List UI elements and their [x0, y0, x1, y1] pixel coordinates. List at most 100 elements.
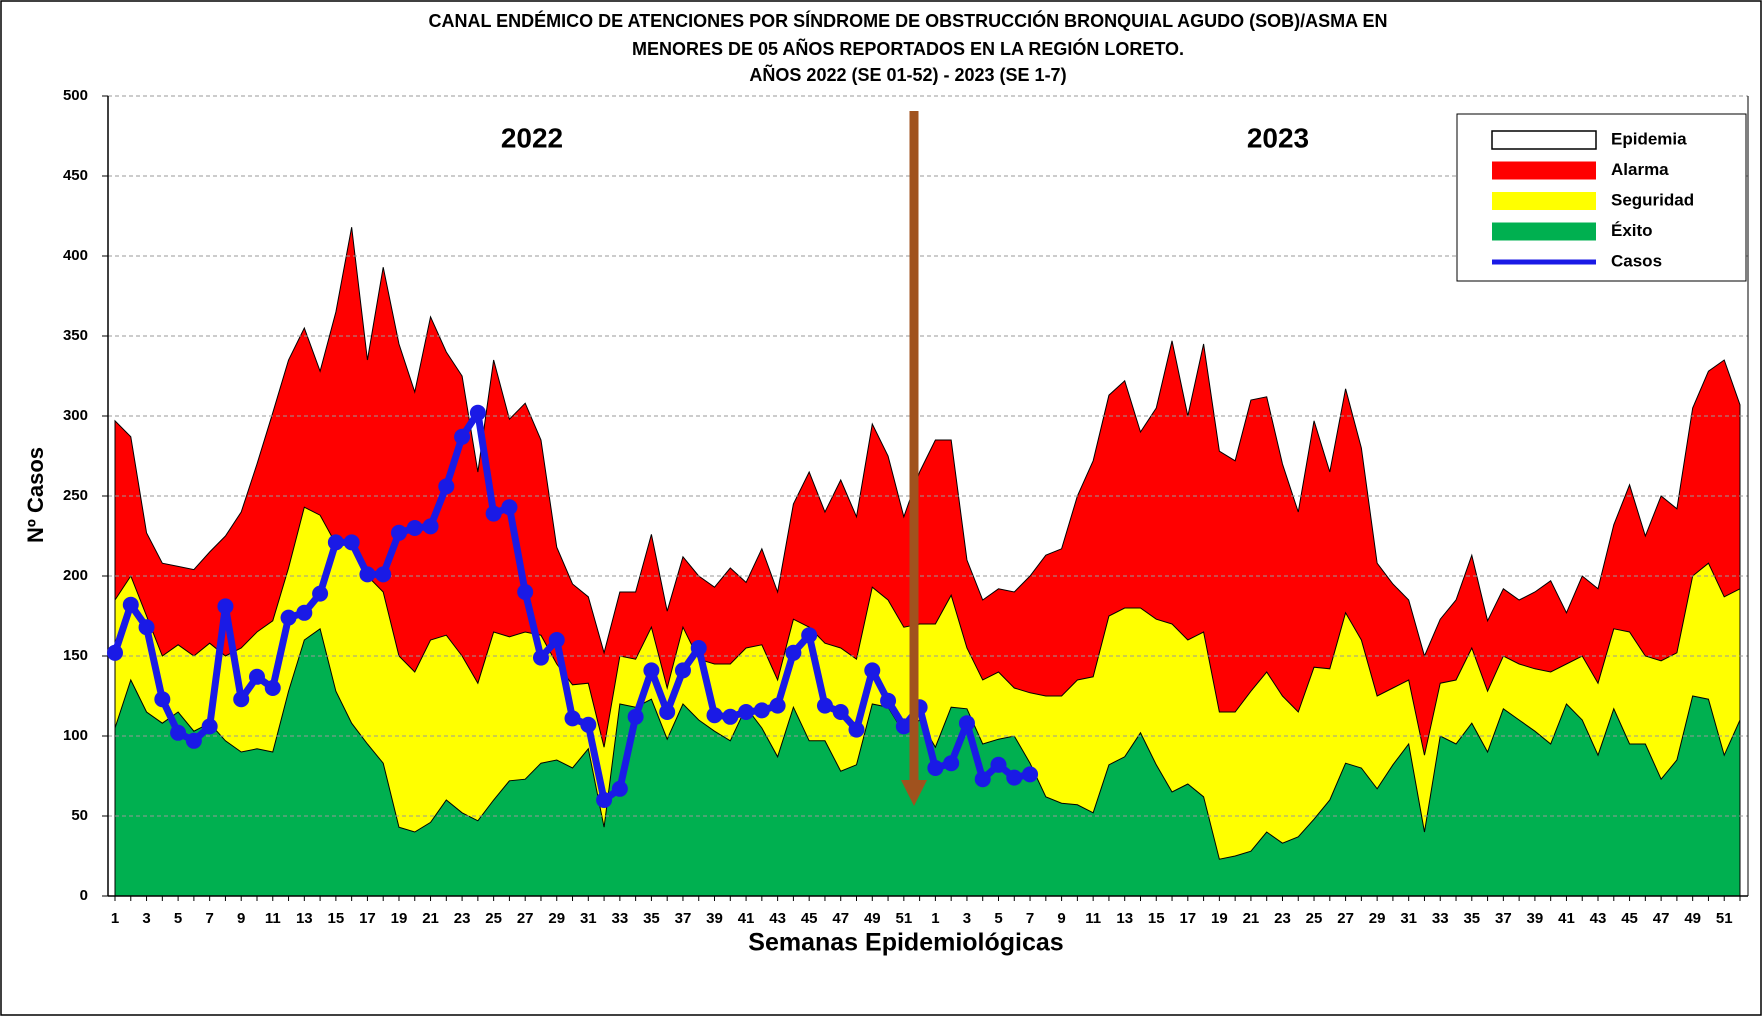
legend-label: Éxito [1611, 221, 1653, 240]
marker [312, 585, 329, 602]
marker [122, 596, 139, 613]
y-axis-label: Nº Casos [23, 447, 48, 543]
chart-title: AÑOS 2022 (SE 01-52) - 2023 (SE 1-7) [749, 64, 1066, 85]
x-tick-label: 5 [994, 910, 1002, 927]
marker [154, 691, 171, 708]
y-tick-label: 200 [63, 567, 88, 584]
marker [327, 534, 344, 551]
marker [280, 609, 297, 626]
x-tick-label: 1 [931, 910, 939, 927]
marker [185, 732, 202, 749]
y-tick-label: 100 [63, 727, 88, 744]
legend-swatch [1492, 192, 1596, 210]
x-tick-label: 25 [1306, 910, 1323, 927]
x-tick-label: 47 [1653, 910, 1670, 927]
marker [832, 704, 849, 720]
marker [1022, 766, 1039, 783]
legend-label: Alarma [1611, 160, 1669, 179]
x-tick-label: 45 [801, 910, 818, 927]
x-tick-label: 3 [142, 910, 150, 927]
marker [517, 584, 534, 600]
marker [769, 697, 786, 714]
y-tick-label: 150 [63, 647, 88, 664]
marker [611, 780, 628, 797]
legend-label: Epidemia [1611, 129, 1687, 148]
x-tick-label: 37 [675, 910, 692, 927]
x-tick-label: 19 [391, 910, 408, 927]
marker [895, 718, 912, 735]
x-tick-label: 3 [963, 910, 971, 927]
marker [596, 792, 613, 808]
x-tick-label: 35 [1463, 910, 1480, 927]
marker [454, 428, 471, 445]
x-tick-label: 43 [1590, 910, 1607, 927]
marker [706, 707, 723, 724]
y-tick-label: 0 [80, 887, 88, 904]
marker [722, 708, 739, 725]
x-tick-label: 11 [265, 910, 281, 927]
x-tick-label: 41 [738, 910, 755, 927]
x-tick-label: 39 [1527, 910, 1544, 927]
marker [864, 662, 881, 679]
marker [406, 520, 423, 536]
x-tick-label: 15 [1148, 910, 1165, 927]
x-tick-label: 33 [1432, 910, 1449, 927]
x-tick-label: 27 [517, 910, 534, 927]
y-tick-label: 450 [63, 167, 88, 184]
x-tick-label: 37 [1495, 910, 1512, 927]
marker [170, 724, 187, 741]
x-tick-label: 41 [1558, 910, 1575, 927]
x-tick-label: 9 [1057, 910, 1065, 927]
x-tick-label: 51 [1716, 910, 1733, 927]
marker [264, 680, 281, 696]
x-tick-label: 19 [1211, 910, 1228, 927]
x-tick-label: 27 [1337, 910, 1354, 927]
x-tick-label: 29 [1369, 910, 1386, 927]
x-tick-label: 13 [1116, 910, 1133, 927]
x-tick-label: 17 [1179, 910, 1196, 927]
legend-label: Seguridad [1611, 190, 1694, 209]
x-tick-label: 11 [1085, 910, 1101, 927]
x-axis-label: Semanas Epidemiológicas [748, 929, 1063, 957]
legend-swatch [1492, 222, 1596, 241]
legend-swatch [1491, 130, 1597, 150]
x-tick-label: 43 [769, 910, 786, 927]
x-tick-label: 49 [1684, 910, 1701, 927]
x-tick-label: 31 [580, 910, 597, 927]
marker [974, 771, 991, 788]
marker [485, 505, 502, 522]
marker [801, 627, 818, 644]
area [114, 627, 1741, 897]
marker [390, 524, 407, 541]
x-tick-label: 49 [864, 910, 881, 927]
y-tick-label: 50 [71, 807, 88, 824]
x-tick-label: 7 [205, 910, 213, 927]
marker [659, 704, 676, 720]
x-tick-label: 15 [328, 910, 345, 927]
marker [848, 721, 865, 738]
x-tick-label: 29 [548, 910, 565, 927]
marker [785, 644, 802, 661]
x-tick-label: 51 [895, 910, 912, 927]
marker [343, 534, 360, 551]
marker [738, 704, 755, 720]
y-tick-label: 400 [63, 247, 88, 264]
marker [674, 662, 691, 679]
marker [927, 760, 944, 776]
marker [422, 518, 439, 535]
marker [248, 668, 265, 685]
legend-label: Casos [1611, 251, 1662, 270]
x-tick-label: 1 [111, 910, 119, 927]
x-tick-label: 45 [1621, 910, 1638, 927]
marker [753, 702, 770, 719]
x-tick-label: 23 [454, 910, 471, 927]
marker [880, 692, 897, 709]
marker [1006, 769, 1023, 786]
marker [943, 755, 960, 772]
chart-title: MENORES DE 05 AÑOS REPORTADOS EN LA REGI… [632, 38, 1184, 59]
marker [643, 662, 660, 679]
x-tick-label: 47 [832, 910, 849, 927]
x-tick-label: 25 [485, 910, 502, 927]
